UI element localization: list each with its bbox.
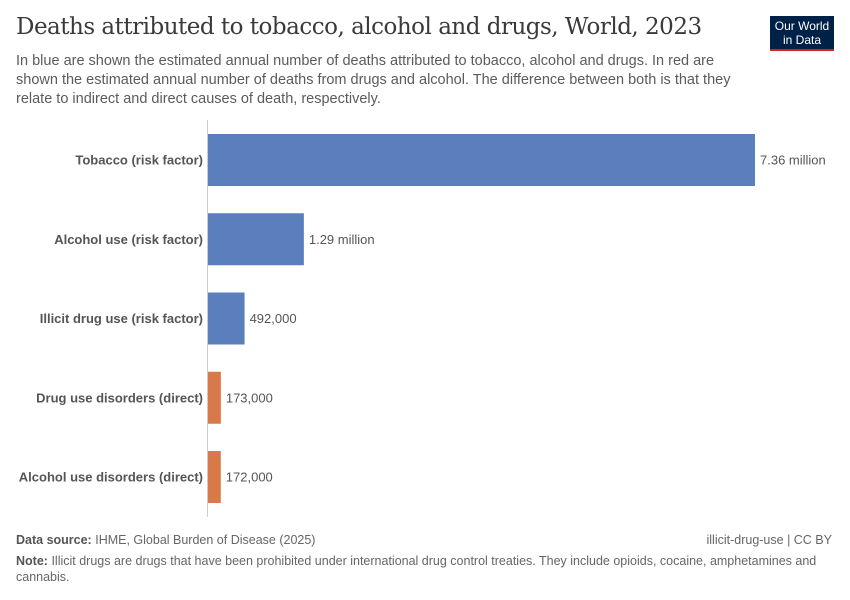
owid-logo[interactable]: Our World in Data — [770, 16, 834, 51]
data-label: 172,000 — [226, 470, 273, 485]
bar[interactable] — [208, 451, 221, 503]
data-label: 7.36 million — [760, 153, 826, 168]
data-source: Data source: IHME, Global Burden of Dise… — [16, 533, 316, 547]
data-label: 1.29 million — [309, 232, 375, 247]
source-text[interactable]: IHME, Global Burden of Disease (2025) — [95, 533, 316, 547]
category-label: Alcohol use disorders (direct) — [19, 470, 203, 485]
license[interactable]: illicit-drug-use | CC BY — [706, 533, 832, 547]
bar[interactable] — [208, 371, 221, 424]
data-label: 173,000 — [226, 390, 273, 405]
category-label: Alcohol use (risk factor) — [54, 232, 203, 247]
category-label: Tobacco (risk factor) — [75, 153, 203, 168]
bar[interactable] — [208, 213, 304, 266]
chart-title: Deaths attributed to tobacco, alcohol an… — [16, 14, 702, 40]
data-label: 492,000 — [250, 311, 297, 326]
bar[interactable] — [208, 292, 245, 345]
note: Note: Illicit drugs are drugs that have … — [16, 554, 817, 584]
category-label: Illicit drug use (risk factor) — [40, 311, 203, 326]
bar-chart: Tobacco (risk factor) 7.36 million Alcohol… — [19, 120, 826, 517]
category-label: Drug use disorders (direct) — [36, 390, 203, 405]
chart-subtitle: In blue are shown the estimated annual n… — [16, 53, 731, 107]
bar[interactable] — [208, 134, 755, 186]
